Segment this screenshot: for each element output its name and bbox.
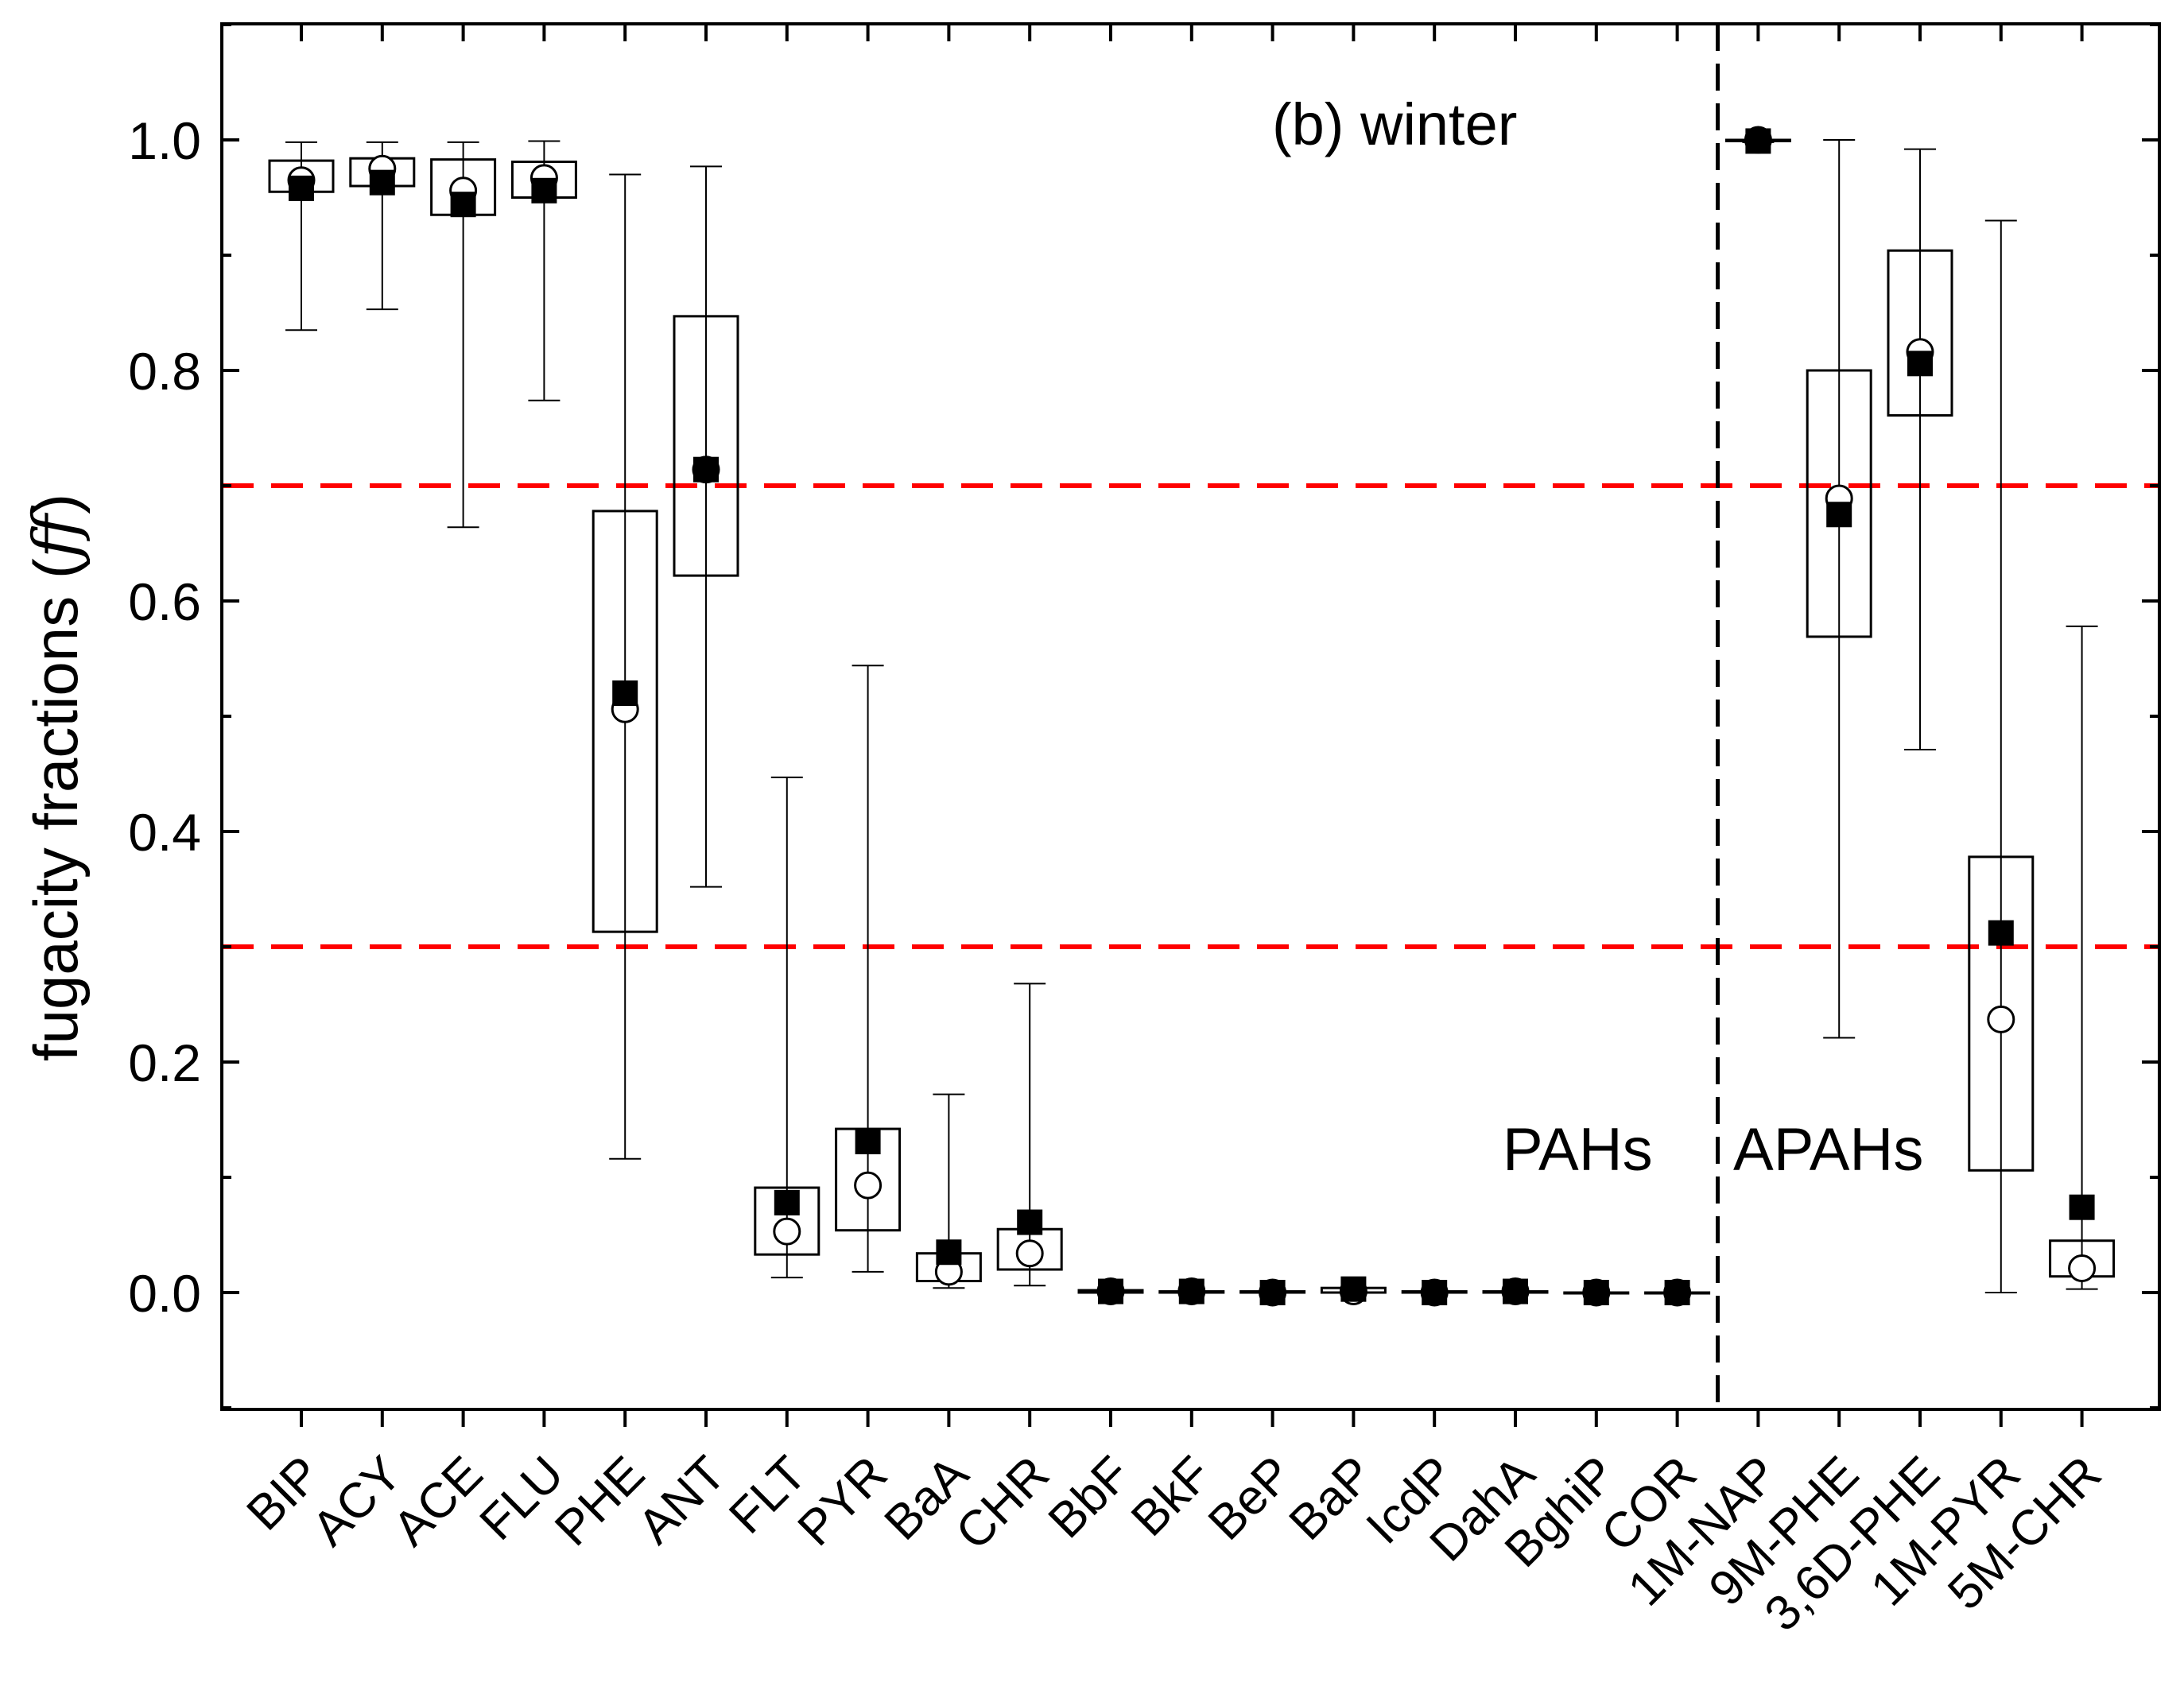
box-5M-CHR: [2049, 625, 2116, 1290]
group-label-pahs: PAHs: [1503, 1116, 1653, 1184]
box-BbF: [1077, 1277, 1144, 1306]
mean-marker: [1259, 1280, 1286, 1305]
box-body: [673, 315, 739, 577]
box-BIP: [268, 141, 335, 331]
box-1M-NAP: [1724, 126, 1791, 154]
median-marker: [1987, 1005, 2015, 1033]
x-tick-label: ACE: [383, 1446, 494, 1556]
mean-marker: [1583, 1280, 1609, 1305]
mean-marker: [1503, 1278, 1528, 1304]
mean-marker: [2069, 1194, 2095, 1220]
box-PHE: [592, 173, 658, 1160]
mean-marker: [1745, 128, 1771, 154]
box-9M-PHE: [1806, 139, 1872, 1039]
y-axis: 0.0 0.2 0.4 0.6 0.8 1.0: [128, 23, 2159, 1409]
y-axis-label: fugacity fractions (ff): [21, 494, 92, 1061]
y-tick-label: 1.0: [128, 111, 201, 170]
reference-lines: [222, 483, 2159, 949]
mean-marker: [774, 1189, 800, 1215]
mean-marker: [936, 1239, 962, 1266]
y-tick-label: 0.4: [128, 803, 201, 862]
box-body: [1806, 369, 1872, 638]
median-marker: [854, 1171, 883, 1200]
median-marker: [1015, 1239, 1044, 1268]
mean-marker: [1178, 1278, 1204, 1304]
mean-marker: [1098, 1278, 1123, 1304]
box-ACY: [349, 141, 416, 311]
mean-marker: [1340, 1276, 1367, 1302]
chart-title: (b) winter: [1272, 91, 1517, 157]
y-tick-label: 0.2: [128, 1033, 201, 1092]
box-series: [268, 126, 2116, 1307]
x-tick-label: BeP: [1198, 1446, 1303, 1551]
mean-marker: [1017, 1209, 1043, 1235]
group-label-apahs: APAHs: [1733, 1116, 1923, 1184]
y-tick-label: 0.6: [128, 572, 201, 631]
mean-marker: [612, 680, 638, 706]
box-BkF: [1158, 1277, 1225, 1306]
x-tick-label: PYR: [788, 1446, 898, 1556]
box-FLU: [510, 140, 577, 401]
box-CHR: [996, 983, 1063, 1287]
median-marker: [773, 1217, 801, 1246]
x-tick-label: FLU: [470, 1446, 575, 1551]
mean-marker: [450, 192, 476, 218]
box-ACE: [430, 141, 497, 529]
mean-marker: [1907, 351, 1933, 377]
box-body: [1968, 855, 2035, 1172]
mean-marker: [289, 175, 314, 201]
box-PYR: [835, 665, 902, 1273]
mean-marker: [1826, 502, 1852, 528]
mean-marker: [1988, 920, 2014, 946]
mean-marker: [1664, 1280, 1690, 1305]
median-marker: [2068, 1254, 2097, 1283]
box-body: [754, 1186, 820, 1256]
mean-marker: [1422, 1280, 1448, 1305]
y-tick-label: 0.8: [128, 342, 201, 401]
box-3,6D-PHE: [1887, 148, 1953, 751]
box-ANT: [673, 165, 739, 888]
box-BghiP: [1563, 1278, 1630, 1307]
box-FLT: [754, 776, 820, 1279]
x-tick-label: BbF: [1038, 1446, 1141, 1549]
y-axis-label-symbol: ff: [21, 505, 92, 562]
box-COR: [1644, 1278, 1711, 1307]
mean-marker: [693, 456, 719, 483]
box-body: [1887, 249, 1953, 417]
box-body: [592, 510, 658, 933]
plot-frame: [220, 22, 2161, 1411]
box-BeP: [1239, 1278, 1306, 1307]
mean-marker: [531, 177, 557, 204]
x-tick-label: BkF: [1121, 1446, 1222, 1547]
mean-marker: [369, 169, 395, 196]
box-IcdP: [1401, 1278, 1468, 1307]
x-tick-label: ACY: [302, 1446, 413, 1556]
x-tick-label: PHE: [545, 1446, 655, 1556]
y-tick-label: 0.0: [128, 1264, 201, 1323]
x-tick-label: BaP: [1279, 1446, 1384, 1551]
mean-marker: [855, 1129, 881, 1155]
box-BaA: [915, 1093, 982, 1289]
box-1M-PYR: [1968, 219, 2035, 1293]
box-BaP: [1320, 1276, 1387, 1306]
x-tick-label: CHR: [945, 1446, 1060, 1560]
x-tick-label: ANT: [627, 1446, 735, 1554]
x-axis: BIPACYACEFLUPHEANTFLTPYRBaACHRBbFBkFBePB…: [236, 24, 2112, 1642]
y-axis-label-close: ): [21, 494, 91, 514]
box-DahA: [1482, 1277, 1549, 1306]
y-axis-label-text: fugacity fractions (: [21, 558, 91, 1061]
